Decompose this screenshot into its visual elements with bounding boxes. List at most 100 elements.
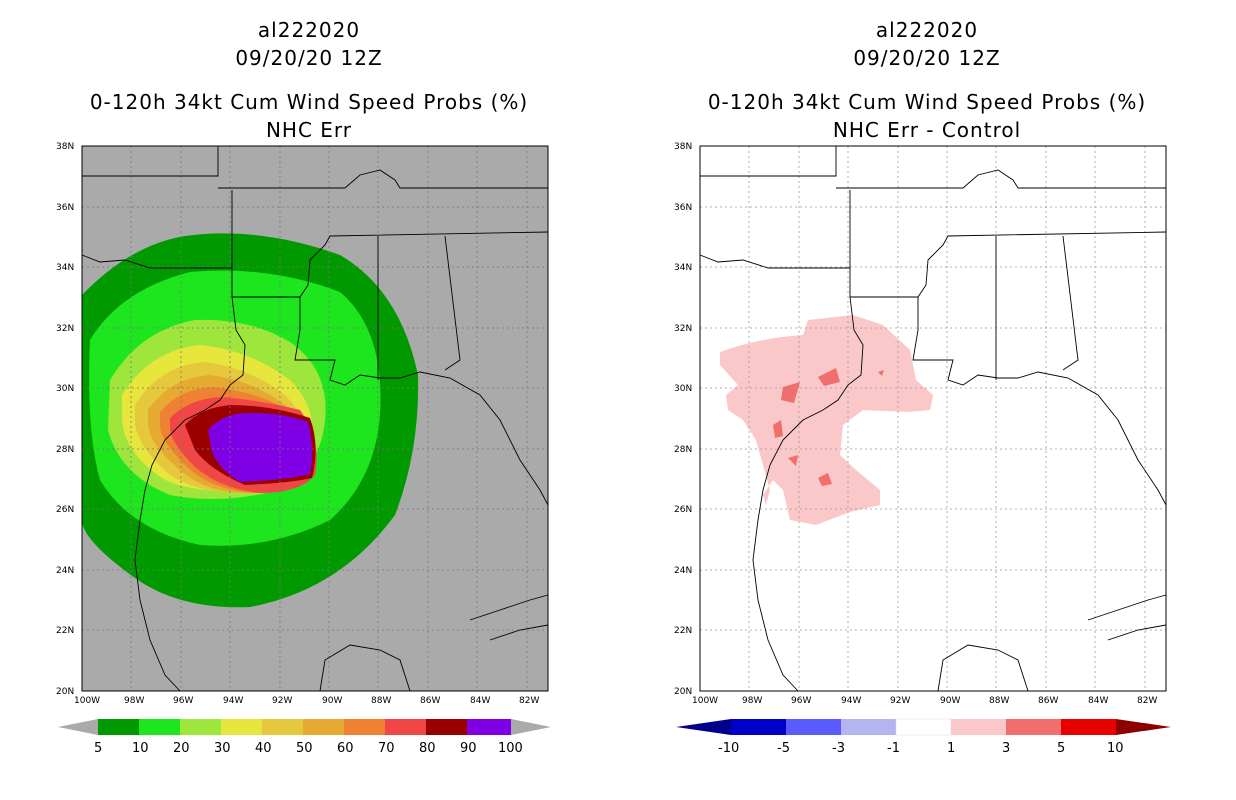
- lon-label: 88W: [371, 696, 391, 706]
- lat-label: 38N: [56, 142, 74, 152]
- colorbar-label: 70: [378, 741, 395, 756]
- colorbar: 5 10 20 30 40 50 60 70 80 90 100: [58, 719, 551, 756]
- colorbar: -10 -5 -3 -1 1 3 5 10: [676, 718, 1171, 756]
- lat-label: 34N: [674, 263, 692, 273]
- lat-label: 22N: [674, 626, 692, 636]
- forecast-date: 09/20/20 12Z: [235, 46, 383, 70]
- colorbar-low-arrow: [58, 719, 98, 735]
- contour-3-5: [878, 370, 884, 376]
- colorbar-label: -1: [887, 741, 900, 756]
- lat-label: 30N: [674, 384, 692, 394]
- colorbar-label: 60: [337, 741, 354, 756]
- colorbar-high-arrow: [1116, 719, 1171, 735]
- contour-3-5: [788, 455, 798, 466]
- colorbar-label: -10: [718, 741, 739, 756]
- lon-label: 94W: [223, 696, 243, 706]
- lon-label: 90W: [940, 696, 960, 706]
- lat-label: 32N: [56, 324, 74, 334]
- colorbar-label: 30: [214, 741, 231, 756]
- lon-label: 94W: [841, 696, 861, 706]
- lon-label: 100W: [74, 696, 100, 706]
- colorbar-swatch: [786, 719, 841, 735]
- probability-contours: [82, 233, 419, 608]
- colorbar-high-arrow: [511, 719, 551, 735]
- colorbar-swatch: [221, 719, 262, 735]
- lat-label: 26N: [56, 505, 74, 515]
- colorbar-swatch: [344, 719, 385, 735]
- lat-label: 24N: [674, 566, 692, 576]
- lon-label: 82W: [1137, 696, 1157, 706]
- colorbar-label: 100: [498, 741, 523, 756]
- lon-label: 92W: [890, 696, 910, 706]
- lat-axis-labels: 38N 36N 34N 32N 30N 28N 26N 24N 22N 20N: [674, 142, 692, 697]
- contour-100: [216, 416, 309, 480]
- colorbar-swatch: [467, 719, 511, 735]
- lon-label: 84W: [1088, 696, 1108, 706]
- colorbar-label: 40: [255, 741, 272, 756]
- left-panel: al222020 09/20/20 12Z 0-120h 34kt Cum Wi…: [56, 18, 551, 756]
- colorbar-swatch: [98, 719, 139, 735]
- colorbar-label: 80: [419, 741, 436, 756]
- lat-label: 26N: [674, 505, 692, 515]
- difference-contours: [720, 315, 933, 525]
- colorbar-swatch: [262, 719, 303, 735]
- lat-label: 32N: [674, 324, 692, 334]
- coastlines: [81, 146, 549, 692]
- colorbar-swatch: [1061, 719, 1116, 735]
- colorbar-label: -3: [832, 741, 845, 756]
- colorbar-label: 20: [173, 741, 190, 756]
- storm-id: al222020: [257, 18, 361, 42]
- lon-label: 100W: [692, 696, 718, 706]
- lon-label: 98W: [742, 696, 762, 706]
- lon-label: 96W: [791, 696, 811, 706]
- lon-label: 98W: [124, 696, 144, 706]
- lat-label: 22N: [56, 626, 74, 636]
- contour-3-5: [818, 473, 832, 486]
- lat-label: 20N: [674, 687, 692, 697]
- coastlines: [699, 146, 1167, 692]
- lat-label: 20N: [56, 687, 74, 697]
- right-panel: al222020 09/20/20 12Z 0-120h 34kt Cum Wi…: [618, 0, 1236, 800]
- lat-label: 34N: [56, 263, 74, 273]
- colorbar-label: 90: [460, 741, 477, 756]
- lon-label: 96W: [173, 696, 193, 706]
- colorbar-swatch: [1006, 719, 1061, 735]
- colorbar-swatch: [951, 719, 1006, 735]
- colorbar-swatch: [303, 719, 344, 735]
- colorbar-swatch: [139, 719, 180, 735]
- variant-title: NHC Err - Control: [832, 118, 1022, 142]
- colorbar-swatch: [841, 719, 896, 735]
- lat-label: 38N: [674, 142, 692, 152]
- colorbar-low-arrow: [676, 719, 731, 735]
- right-map: 38N 36N 34N 32N 30N 28N 26N 24N 22N 20N …: [674, 142, 1171, 756]
- storm-id: al222020: [875, 18, 979, 42]
- colorbar-label: 50: [296, 741, 313, 756]
- colorbar-label: 1: [947, 741, 955, 756]
- map-frame: [699, 145, 1167, 692]
- left-map: 38N 36N 34N 32N 30N 28N 26N 24N 22N 20N …: [56, 142, 551, 756]
- colorbar-swatch: [731, 719, 786, 735]
- colorbar-label: 5: [1057, 741, 1065, 756]
- lat-label: 24N: [56, 566, 74, 576]
- lon-axis-labels: 100W 98W 96W 94W 92W 90W 88W 86W 84W 82W: [74, 696, 539, 706]
- contour-1-3: [720, 315, 933, 525]
- colorbar-label: 10: [132, 741, 149, 756]
- contour-3-5: [773, 420, 783, 438]
- lat-label: 28N: [56, 445, 74, 455]
- lon-label: 82W: [519, 696, 539, 706]
- colorbar-label: 10: [1107, 741, 1124, 756]
- colorbar-swatch: [385, 719, 426, 735]
- lon-label: 92W: [272, 696, 292, 706]
- lon-label: 88W: [989, 696, 1009, 706]
- colorbar-swatch: [895, 718, 952, 736]
- lon-label: 86W: [420, 696, 440, 706]
- colorbar-label: -5: [777, 741, 790, 756]
- contour-3-5: [781, 382, 800, 403]
- map-frame: [81, 145, 549, 692]
- variant-title: NHC Err: [265, 118, 353, 142]
- forecast-date: 09/20/20 12Z: [853, 46, 1001, 70]
- colorbar-swatch: [426, 719, 467, 735]
- lat-label: 28N: [674, 445, 692, 455]
- lon-label: 86W: [1038, 696, 1058, 706]
- lat-label: 36N: [674, 203, 692, 213]
